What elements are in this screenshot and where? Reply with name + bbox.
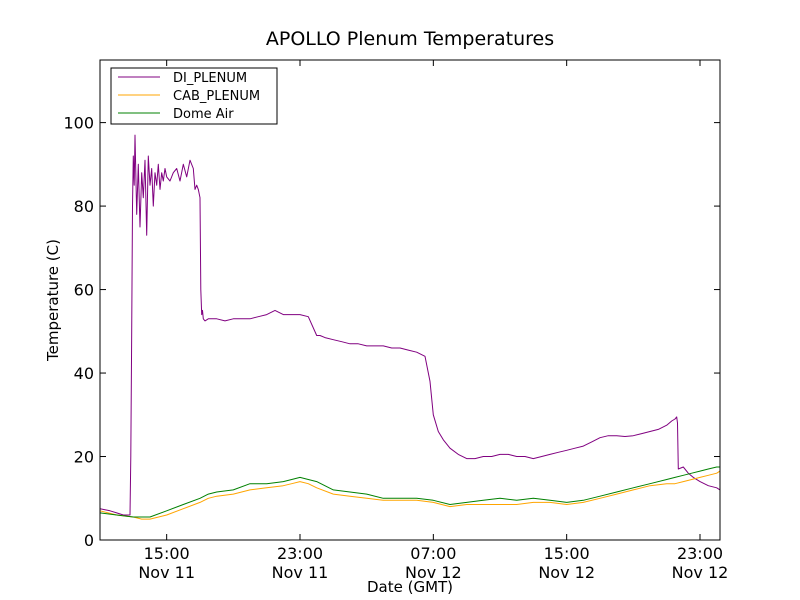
x-axis-label: Date (GMT): [367, 578, 453, 596]
plot-frame: [99, 59, 721, 541]
x-tick-label-date: Nov 11: [272, 563, 329, 582]
x-tick-label-date: Nov 12: [672, 563, 729, 582]
x-tick-label-date: Nov 11: [138, 563, 195, 582]
series-line-dome-air: [99, 466, 720, 518]
x-tick-label-time: 23:00: [677, 544, 723, 563]
plot-area: [100, 60, 720, 540]
x-tick-label-time: 07:00: [410, 544, 456, 563]
x-tick-label-date: Nov 12: [405, 563, 462, 582]
x-tick-label-time: 23:00: [277, 544, 323, 563]
y-axis-label: Temperature (C): [44, 239, 62, 362]
legend: DI_PLENUM CAB_PLENUM Dome Air: [110, 67, 278, 125]
legend-label-cab-plenum: CAB_PLENUM: [173, 89, 260, 104]
y-tick-label: 40: [74, 364, 94, 383]
series-layer: [99, 134, 721, 520]
chart-title: APOLLO Plenum Temperatures: [266, 28, 554, 50]
legend-label-di-plenum: DI_PLENUM: [173, 71, 247, 86]
x-tick-label-time: 15:00: [144, 544, 190, 563]
legend-label-dome-air: Dome Air: [173, 107, 234, 122]
y-tick-label: 100: [63, 114, 94, 133]
y-axis: 0 20 40 60 80 100: [63, 114, 720, 550]
x-tick-label-time: 15:00: [544, 544, 590, 563]
y-tick-label: 60: [74, 281, 94, 300]
x-tick-label-date: Nov 12: [538, 563, 595, 582]
y-tick-label: 20: [74, 448, 94, 467]
y-tick-label: 0: [84, 531, 94, 550]
y-tick-label: 80: [74, 197, 94, 216]
series-line-di-plenum: [99, 134, 721, 516]
series-line-cab-plenum: [99, 470, 721, 520]
